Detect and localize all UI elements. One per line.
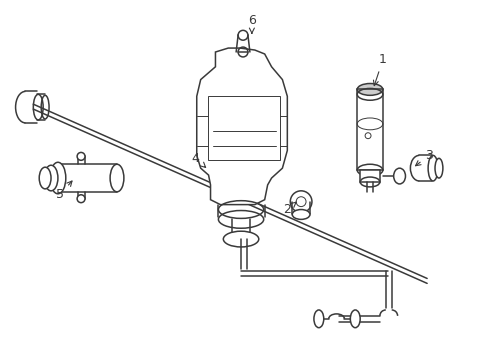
Text: 2: 2 xyxy=(283,202,296,216)
Ellipse shape xyxy=(238,30,247,40)
Ellipse shape xyxy=(393,168,405,184)
Text: 1: 1 xyxy=(373,53,386,86)
Ellipse shape xyxy=(77,195,85,203)
Bar xyxy=(207,96,280,160)
Text: 5: 5 xyxy=(56,181,72,201)
Text: 6: 6 xyxy=(247,14,255,33)
Ellipse shape xyxy=(365,133,370,139)
Ellipse shape xyxy=(427,156,437,181)
Ellipse shape xyxy=(357,84,382,95)
Text: 4: 4 xyxy=(191,152,205,167)
Ellipse shape xyxy=(44,165,58,191)
Ellipse shape xyxy=(77,152,85,160)
Ellipse shape xyxy=(292,210,309,219)
Ellipse shape xyxy=(223,231,258,247)
Ellipse shape xyxy=(349,310,360,328)
Ellipse shape xyxy=(218,211,263,228)
Ellipse shape xyxy=(434,158,442,178)
Ellipse shape xyxy=(290,191,311,212)
Ellipse shape xyxy=(110,164,123,192)
Ellipse shape xyxy=(313,310,323,328)
Ellipse shape xyxy=(296,197,305,207)
Ellipse shape xyxy=(39,167,51,189)
Bar xyxy=(360,170,379,182)
Polygon shape xyxy=(196,48,287,204)
Ellipse shape xyxy=(50,162,66,194)
Text: 3: 3 xyxy=(415,149,432,166)
